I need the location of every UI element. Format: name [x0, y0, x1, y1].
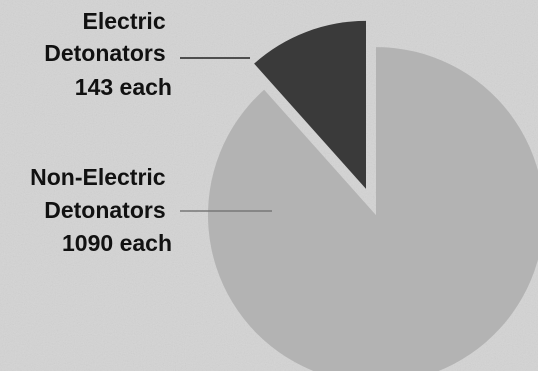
- label-non-electric-value: 1090 each: [62, 230, 172, 256]
- label-electric-line-1: Electric: [83, 8, 166, 34]
- label-non-electric-line-1: Non-Electric: [30, 164, 166, 190]
- slice-label-non-electric: Non-Electric Detonators 1090 each: [30, 164, 172, 256]
- label-non-electric-line-2: Detonators: [44, 197, 165, 223]
- slice-label-electric: Electric Detonators 143 each: [44, 8, 172, 100]
- pie-slice-electric: [254, 20, 367, 189]
- label-electric-line-2: Detonators: [44, 40, 165, 66]
- label-electric-value: 143 each: [75, 74, 172, 100]
- pie-slice-non-electric: [208, 47, 538, 371]
